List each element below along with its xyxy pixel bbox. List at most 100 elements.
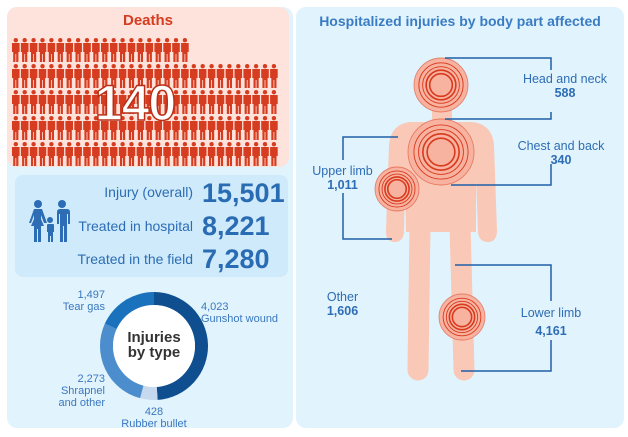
lower-limb-connector-top	[455, 264, 552, 301]
person-icon	[154, 142, 162, 166]
person-icon	[92, 38, 100, 62]
person-icon	[74, 142, 82, 166]
person-icon	[154, 63, 162, 88]
person-icon	[20, 90, 29, 114]
person-icon	[145, 116, 154, 140]
person-icon	[234, 116, 243, 140]
person-icon	[207, 63, 216, 88]
head-connector	[445, 57, 552, 70]
donut-segment	[99, 323, 144, 399]
person-icon	[11, 38, 20, 62]
person-icon	[56, 38, 65, 62]
person-icon	[181, 142, 189, 166]
person-icon	[29, 38, 38, 62]
upper-limb-name: Upper limb	[312, 164, 373, 178]
other-value: 1,606	[326, 304, 359, 318]
upper-limb-connector-top	[342, 136, 398, 160]
chest-back-value: 340	[550, 153, 572, 167]
person-icon	[83, 142, 91, 166]
person-icon	[92, 90, 100, 114]
person-icon	[216, 90, 225, 114]
person-icon	[47, 38, 56, 62]
person-icon	[109, 38, 118, 62]
person-icon	[101, 38, 109, 62]
person-icon	[92, 142, 100, 166]
deaths-title: Deaths	[122, 12, 174, 29]
person-icon	[29, 116, 38, 140]
person-icon	[154, 38, 162, 62]
person-icon	[234, 63, 243, 88]
person-icon	[11, 116, 20, 140]
person-icon	[190, 63, 198, 88]
lower-limb-name: Lower limb	[520, 306, 582, 320]
person-icon	[29, 90, 38, 114]
person-icon	[83, 90, 91, 114]
person-icon	[225, 142, 234, 166]
person-icon	[198, 142, 207, 166]
donut-title-line2: by type	[127, 344, 181, 361]
person-icon	[136, 63, 145, 88]
connector-lines	[342, 57, 552, 372]
deaths-count: 140	[94, 75, 177, 131]
person-icon	[20, 38, 29, 62]
person-icon	[154, 116, 162, 140]
person-icon	[118, 38, 127, 62]
chest-connector-top	[445, 112, 552, 120]
person-icon	[190, 142, 198, 166]
tear-gas-label: 1,497 Tear gas	[63, 289, 105, 313]
person-icon	[145, 38, 154, 62]
person-icon	[181, 90, 189, 114]
person-icon	[198, 90, 207, 114]
person-icon	[270, 142, 278, 166]
person-icon	[198, 63, 207, 88]
donut-segment	[104, 292, 154, 330]
upper-limb-value: 1,011	[327, 178, 358, 192]
person-icon	[74, 38, 82, 62]
head-target-icon	[413, 57, 469, 113]
head-neck-value: 588	[554, 86, 576, 100]
donut-segment	[154, 292, 209, 400]
person-icon	[261, 90, 269, 114]
person-icon	[225, 63, 234, 88]
treated-hospital-label: Treated in hospital	[78, 218, 193, 234]
person-icon	[56, 63, 65, 88]
person-icon	[243, 90, 251, 114]
person-icon	[83, 116, 91, 140]
person-icon	[234, 90, 243, 114]
person-icon	[207, 90, 216, 114]
person-icon	[65, 142, 73, 166]
body-parts-title: Hospitalized injuries by body part affec…	[319, 13, 601, 29]
person-icon	[38, 116, 47, 140]
person-icon	[145, 90, 154, 114]
person-icon	[38, 38, 47, 62]
person-icon	[163, 63, 171, 88]
chest-back-label: Chest and back 340	[506, 139, 616, 167]
treated-field-value: 7,280	[202, 244, 270, 274]
donut-title-line1: Injuries	[127, 329, 181, 346]
person-icon	[225, 116, 234, 140]
person-icon	[190, 116, 198, 140]
head-neck-name: Head and neck	[522, 72, 608, 86]
person-icon	[136, 142, 145, 166]
person-icon	[136, 38, 145, 62]
rubber-bullet-value: 428	[144, 406, 164, 418]
person-icon	[74, 116, 82, 140]
person-icon	[243, 116, 251, 140]
lower-limb-target-icon	[438, 293, 486, 341]
person-icon	[172, 116, 180, 140]
head-neck-label: Head and neck 588	[510, 72, 620, 100]
person-icon	[216, 63, 225, 88]
person-icon	[145, 142, 154, 166]
person-icon	[172, 63, 180, 88]
person-icon	[65, 116, 73, 140]
person-icon	[136, 90, 145, 114]
person-icon	[118, 63, 127, 88]
person-icon	[234, 142, 243, 166]
donut-hole	[113, 305, 195, 387]
person-icon	[56, 142, 65, 166]
donut-segment	[140, 385, 158, 400]
person-icon	[127, 63, 136, 88]
person-icon	[47, 63, 56, 88]
other-label: Other 1,606	[305, 290, 380, 318]
